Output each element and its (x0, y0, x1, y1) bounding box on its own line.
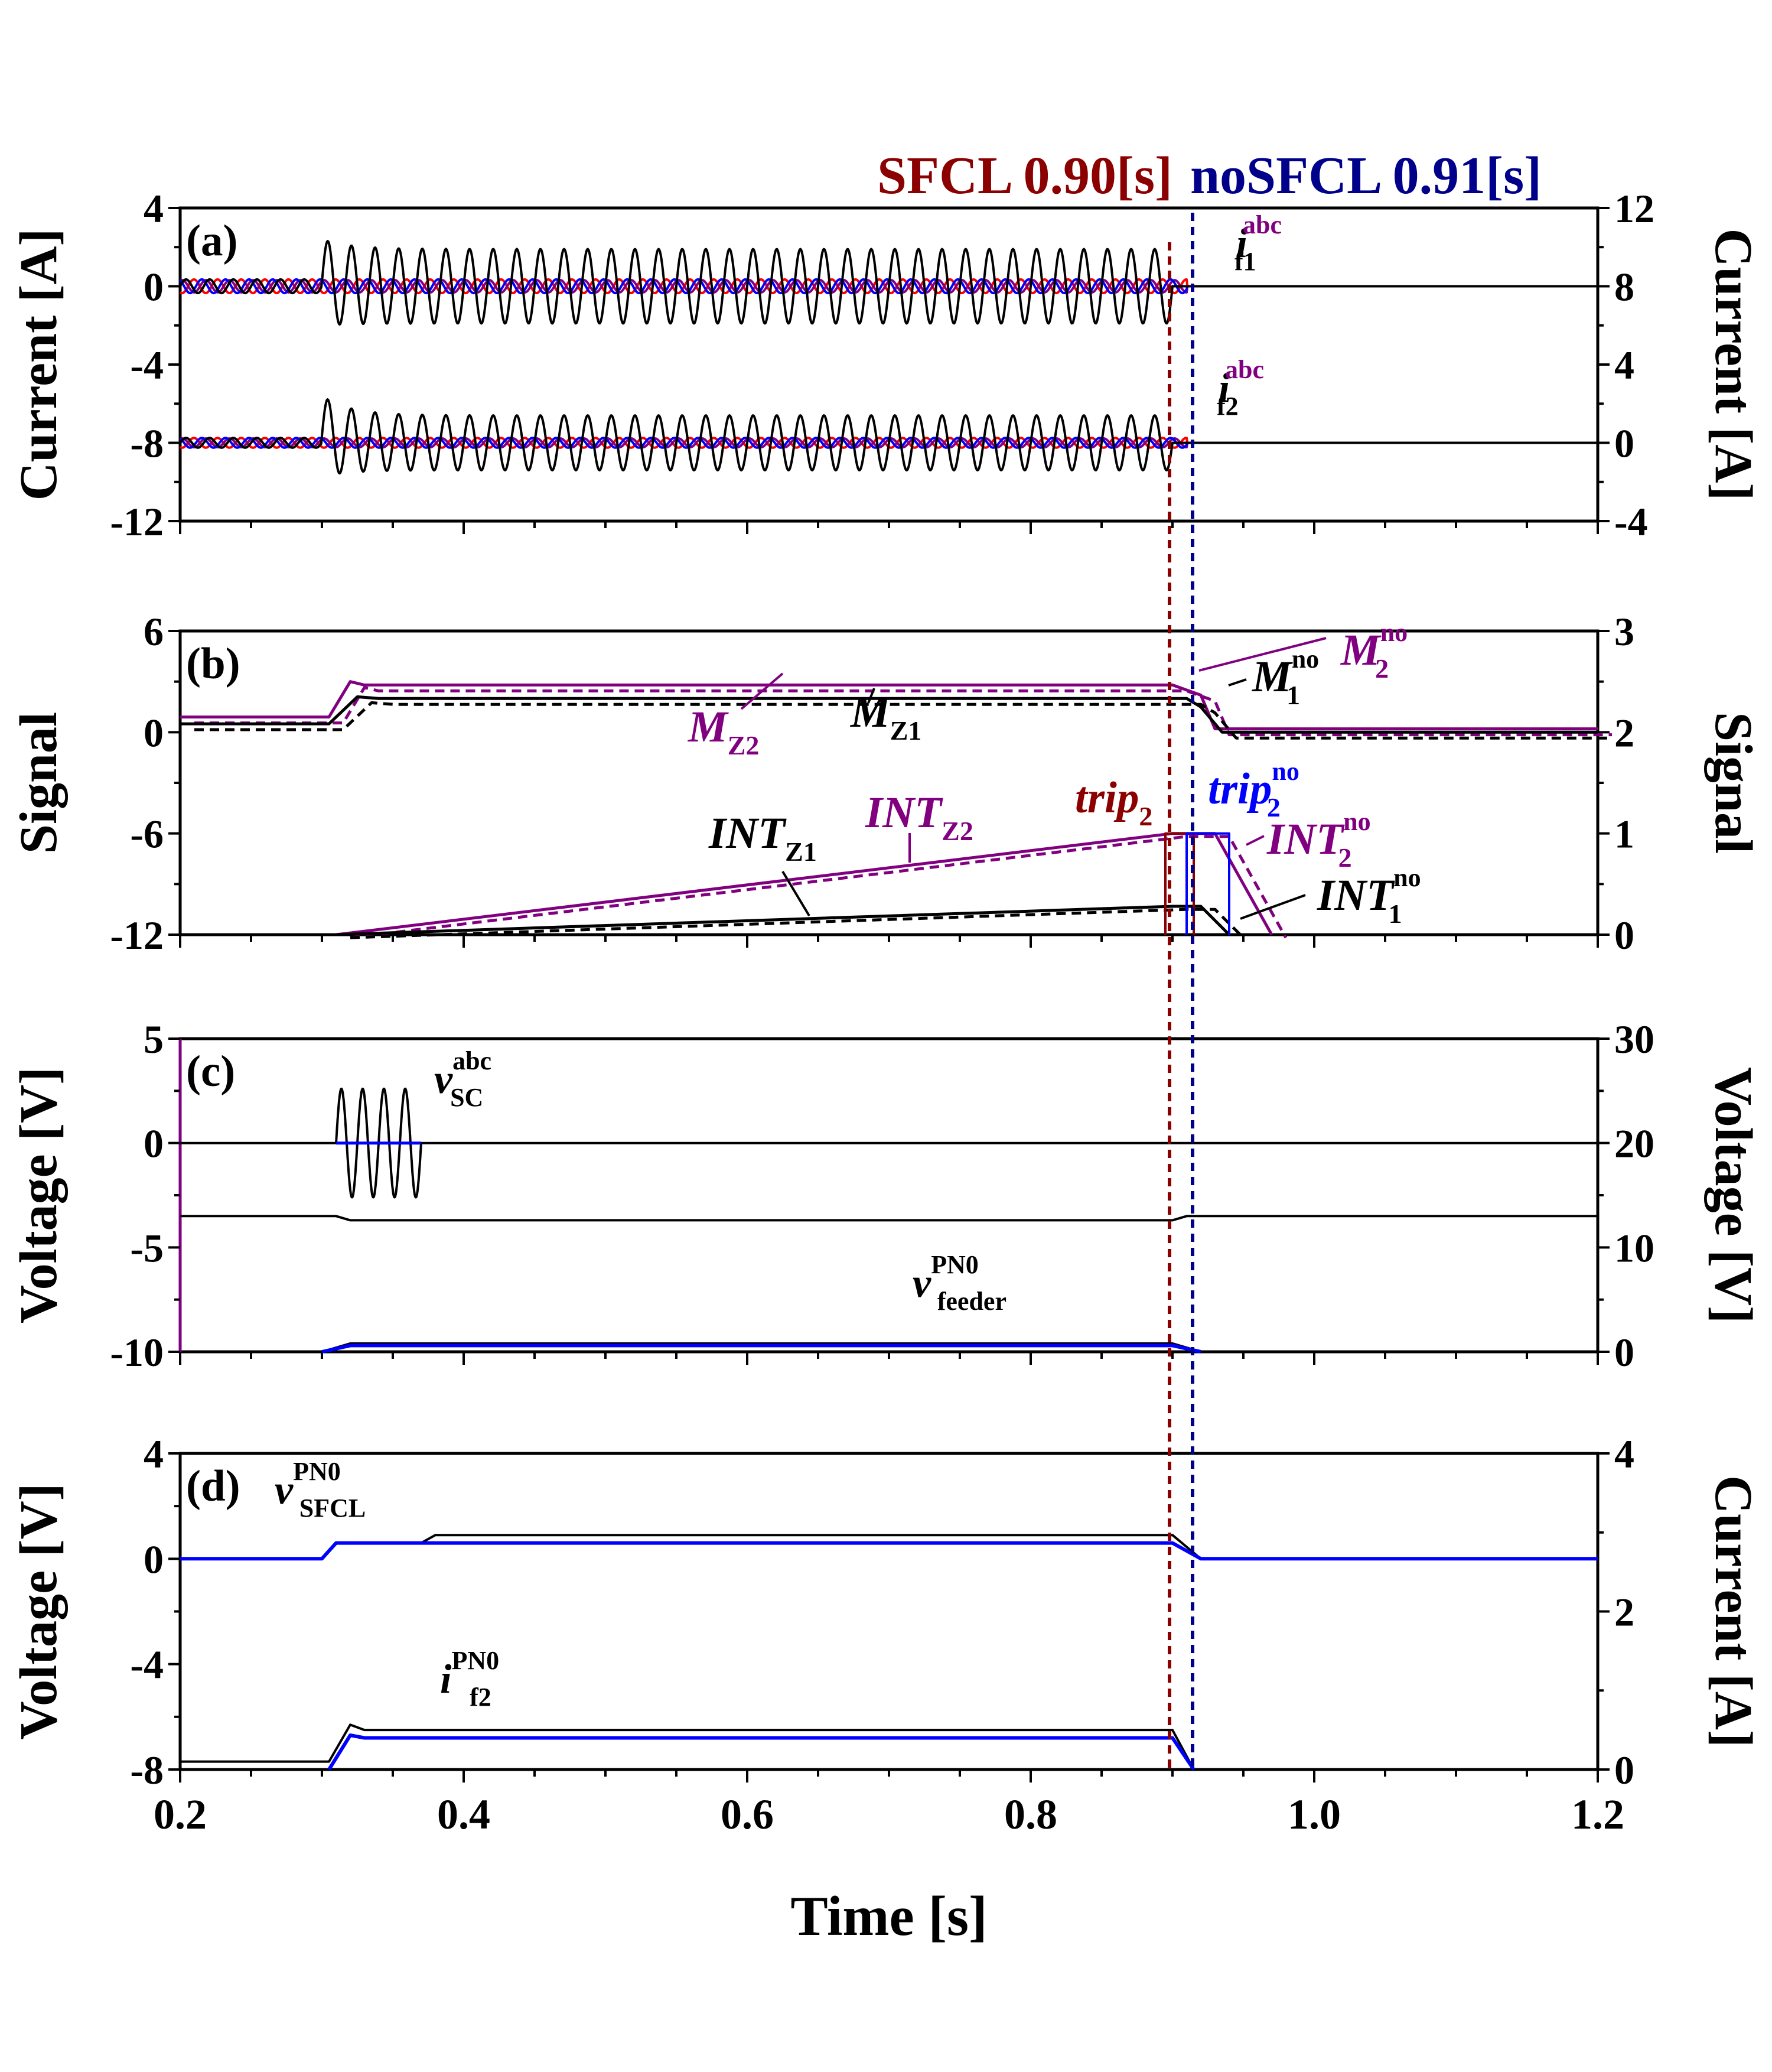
y-right-tick-label: 4 (1614, 1432, 1634, 1476)
panel-label: (b) (186, 639, 240, 688)
annotation-arrows (740, 637, 1327, 920)
y-left-tick-label: 0 (144, 1537, 164, 1582)
panel-d: 4 0 -4 -8 4 2 0 Voltage [V] Current [A] (d) 0.2 0.4… (9, 1432, 1763, 1838)
y-right-tick-label: 8 (1614, 265, 1634, 310)
y-right-tick-label: 12 (1614, 186, 1654, 231)
panel-label: (d) (186, 1462, 240, 1511)
y-left-tick-label: -8 (130, 421, 164, 466)
series-MZ1-nosfcl (194, 701, 1612, 740)
panel-label: (c) (186, 1047, 235, 1096)
series-if2-phase-a (179, 398, 1598, 475)
y-right-tick-label: 0 (1614, 1748, 1634, 1793)
annotation-mz2: MZ2 (688, 702, 759, 760)
y-left-axis-label: Voltage [V] (9, 1067, 68, 1323)
y-left-tick-label: 0 (144, 710, 164, 755)
y-left-tick-label: 0 (144, 1121, 164, 1166)
y-right-tick-label: 10 (1614, 1225, 1654, 1270)
nosfcl-time-label: noSFCL 0.91[s] (1190, 147, 1542, 205)
annotation-vsc: vabc SC (434, 1046, 491, 1112)
series-MZ2-nosfcl (194, 686, 1612, 737)
y-left-axis-label: Current [A] (9, 229, 68, 501)
y-right-axis-label: Current [A] (1704, 1475, 1763, 1748)
y-right-tick-label: 20 (1614, 1121, 1654, 1166)
annotation-if2-pn0: iPN0 f2 (440, 1646, 499, 1712)
annotation-trip2: trip2 (1075, 773, 1152, 831)
annotation-int1no: INTno 1 (1317, 863, 1421, 929)
y-left-tick-label: -4 (130, 1642, 164, 1687)
series-INTZ1 (335, 905, 1230, 936)
y-left-tick-label: -10 (110, 1330, 164, 1375)
series-vfeeder_ref (180, 1215, 1598, 1222)
y-left-tick-label: -12 (110, 499, 164, 544)
y-left-tick-label: 6 (144, 609, 164, 654)
y-left-tick-label: -5 (130, 1225, 164, 1270)
annotation-int2no: INTno 2 (1266, 807, 1371, 873)
y-right-tick-label: 2 (1614, 1590, 1634, 1635)
series-INTZ2-nosfcl (350, 835, 1288, 939)
y-left-axis-label: Voltage [V] (9, 1483, 68, 1739)
y-right-tick-label: -4 (1614, 499, 1648, 544)
y-right-axis-label: Voltage [V] (1704, 1067, 1763, 1323)
annotation-intz1: INTZ1 (708, 809, 817, 867)
panel-a: 4 0 -4 -8 -12 12 8 4 0 -4 Current [A] Current [A] (a… (9, 186, 1763, 544)
annotation-if1: iabc f1 (1234, 210, 1282, 276)
annotation-mz1: MZ1 (850, 688, 921, 746)
panel-b: 6 0 -6 -12 3 2 1 0 Signal Signal (b) (9, 609, 1763, 958)
annotation-vfeeder: vPN0 feeder (913, 1250, 1006, 1316)
plot-frame (178, 1452, 1600, 1771)
annotation-if2: iabc f2 (1217, 355, 1264, 421)
y-left-tick-label: -8 (130, 1748, 164, 1793)
y-left-tick-label: -4 (130, 343, 164, 388)
y-right-axis-label: Current [A] (1704, 229, 1763, 501)
series-if1-phase-a (179, 240, 1598, 326)
y-left-tick-label: 4 (144, 1432, 164, 1476)
y-right-tick-label: 0 (1614, 1330, 1634, 1375)
y-right-tick-label: 4 (1614, 343, 1634, 388)
series-vfeeder-blue (321, 1344, 1201, 1354)
series-MZ1 (180, 695, 1598, 734)
series-INTZ1-nosfcl (350, 907, 1245, 939)
annotation-m2no: Mno 2 (1340, 618, 1408, 684)
y-right-tick-label: 0 (1614, 913, 1634, 958)
y-right-tick-label: 2 (1614, 710, 1634, 755)
x-tick-label: 0.6 (721, 1791, 774, 1838)
y-left-tick-label: -12 (110, 913, 164, 958)
y-left-tick-label: 0 (144, 265, 164, 310)
y-right-tick-label: 3 (1614, 609, 1634, 654)
x-tick-label: 1.2 (1571, 1791, 1624, 1838)
annotation-vsfcl: vPN0 SFCL (275, 1457, 366, 1523)
x-tick-label: 1.0 (1288, 1791, 1341, 1838)
plot-frame (178, 206, 1600, 523)
annotation-m1no: Mno 1 (1252, 645, 1319, 710)
series-vsfcl_blue (180, 1541, 1598, 1561)
annotation-trip2no: tripno 2 (1208, 757, 1299, 822)
y-left-tick-label: 4 (144, 186, 164, 231)
x-tick-label: 0.4 (437, 1791, 490, 1838)
x-tick-label: 0.8 (1004, 1791, 1057, 1838)
y-right-tick-label: 0 (1614, 421, 1634, 466)
y-left-tick-label: 5 (144, 1017, 164, 1062)
x-tick-label: 0.2 (154, 1791, 207, 1838)
y-right-axis-label: Signal (1704, 712, 1763, 854)
x-axis-label: Time [s] (790, 1885, 987, 1947)
y-left-axis-label: Signal (9, 712, 68, 854)
y-right-tick-label: 1 (1614, 812, 1634, 857)
panel-c: 5 0 -5 -10 30 20 10 0 Voltage [V] Voltage [V] (c) (9, 1017, 1763, 1375)
series-trip2-nosfcl (1185, 832, 1230, 935)
series-if2_blue (327, 1733, 1196, 1771)
series-vsfcl_black (180, 1534, 1598, 1560)
y-left-tick-label: -6 (130, 812, 164, 857)
y-right-tick-label: 30 (1614, 1017, 1654, 1062)
sfcl-time-label: SFCL 0.90[s] (877, 147, 1172, 205)
panel-label: (a) (186, 216, 237, 265)
annotation-intz2: INTZ2 (865, 788, 973, 846)
series-if2_black (180, 1723, 1195, 1770)
